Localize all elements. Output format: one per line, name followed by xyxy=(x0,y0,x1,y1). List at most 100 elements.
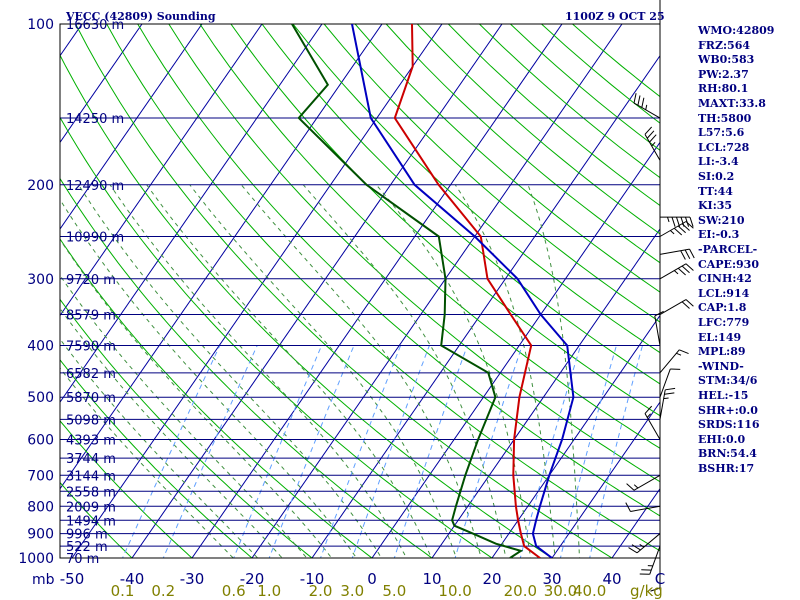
index-item: CAPE:930 xyxy=(698,257,759,271)
pressure-tick-label: 600 xyxy=(27,433,54,449)
isotherm-line xyxy=(131,24,503,558)
dry-adiabat xyxy=(60,54,553,558)
dry-adiabat xyxy=(261,24,660,385)
temperature-tick-label: 40 xyxy=(602,570,621,588)
index-item: SRDS:116 xyxy=(698,418,760,432)
mixing-ratio-line xyxy=(559,345,617,558)
temperature-tick-label: 30 xyxy=(542,570,561,588)
moist-adiabat xyxy=(78,184,383,558)
wind-barb xyxy=(644,405,661,440)
moist-adiabat xyxy=(375,184,532,558)
index-item: -WIND- xyxy=(698,359,744,373)
height-label: 1494 m xyxy=(66,514,116,529)
pressure-tick-label: 500 xyxy=(27,390,54,406)
dry-adiabat xyxy=(60,116,493,558)
height-label: 3744 m xyxy=(66,452,116,467)
pressure-tick-label: 100 xyxy=(27,17,54,33)
mixing-ratio-line xyxy=(121,345,221,558)
wind-barb xyxy=(654,310,664,346)
height-label: 4393 m xyxy=(66,434,116,449)
dry-adiabat xyxy=(60,177,433,558)
pressure-tick-label: 900 xyxy=(27,527,54,543)
dry-adiabat xyxy=(60,298,313,558)
mixing-ratio-line xyxy=(233,345,323,558)
height-label: 5870 m xyxy=(66,391,116,406)
dry-adiabat-lines xyxy=(60,24,660,558)
index-item: PW:2.37 xyxy=(698,67,749,81)
isotherm-line xyxy=(60,24,143,144)
pressure-tick-label: 700 xyxy=(27,468,54,484)
isotherm-line xyxy=(60,24,263,317)
index-item: -PARCEL- xyxy=(698,243,758,256)
height-label: 9720 m xyxy=(66,273,116,288)
moist-adiabat xyxy=(60,238,333,558)
isotherm-line xyxy=(311,54,660,558)
index-item: SHR+:0.0 xyxy=(698,403,758,417)
index-item: L57:5.6 xyxy=(698,126,745,140)
dry-adiabat xyxy=(60,481,133,558)
dry-adiabat xyxy=(137,24,660,517)
index-item: EHI:0.0 xyxy=(698,432,746,446)
pressure-tick-label: 800 xyxy=(27,499,54,515)
height-label: 16630 m xyxy=(66,18,124,33)
chart-title: VECC (42809) Sounding xyxy=(65,10,216,23)
index-item: MPL:89 xyxy=(698,345,746,359)
mixing-ratio-line xyxy=(393,345,468,558)
isotherm-line xyxy=(251,24,623,558)
wind-barb xyxy=(659,387,676,420)
wind-barb xyxy=(659,349,689,374)
mixing-ratio-line xyxy=(319,345,402,558)
index-item: EI:-0.3 xyxy=(698,228,740,242)
temperature-tick-label: -50 xyxy=(60,570,85,588)
wind-barb xyxy=(659,0,661,24)
height-label: 12490 m xyxy=(66,179,124,194)
mixing-ratio-label: 1.0 xyxy=(257,582,281,600)
mixing-ratio-label: 5.0 xyxy=(382,582,406,600)
index-item: EL:149 xyxy=(698,330,742,344)
wind-barb xyxy=(626,474,661,491)
mixing-ratio-label: 40.0 xyxy=(573,582,606,600)
mixing-ratio-lines xyxy=(121,345,643,558)
isobar-lines xyxy=(59,23,661,559)
index-item: SI:0.2 xyxy=(698,170,735,183)
index-item: LFC:779 xyxy=(698,316,750,329)
dry-adiabat xyxy=(230,24,660,417)
chart-time: 1100Z 9 OCT 25 xyxy=(565,10,665,23)
mixing-ratio-line xyxy=(351,345,430,558)
dry-adiabat xyxy=(60,358,253,558)
moist-adiabat xyxy=(302,184,507,558)
wind-barbs xyxy=(625,0,695,592)
index-item: SW:210 xyxy=(698,213,745,227)
wind-barb xyxy=(633,93,661,119)
mixing-ratio-label: 30.0 xyxy=(544,582,577,600)
pressure-tick-label: 200 xyxy=(27,178,54,194)
dry-adiabat xyxy=(292,24,660,354)
mixing-ratio-label: 10.0 xyxy=(438,582,471,600)
isotherm-line xyxy=(60,24,383,490)
wind-barb xyxy=(660,216,694,227)
index-item: BRN:54.4 xyxy=(698,447,757,461)
index-item: HEL:-15 xyxy=(698,389,749,402)
index-item: RH:80.1 xyxy=(698,82,749,96)
dry-adiabat xyxy=(168,24,660,483)
index-item: CINH:42 xyxy=(698,272,752,286)
height-label: 3144 m xyxy=(66,469,116,484)
moist-adiabat xyxy=(146,184,432,558)
isotherm-line xyxy=(551,401,660,558)
mixing-ratio-label: 0.2 xyxy=(151,582,175,600)
height-label: 996 m xyxy=(66,528,108,543)
index-item: KI:35 xyxy=(698,199,733,213)
wind-barb xyxy=(659,299,694,315)
moist-adiabat xyxy=(189,184,457,558)
index-item: WB0:583 xyxy=(698,53,755,67)
moist-adiabat xyxy=(109,184,407,558)
wind-barb xyxy=(639,545,661,575)
moist-adiabat xyxy=(527,184,581,558)
index-item: LI:-3.4 xyxy=(698,155,739,169)
height-label: 14250 m xyxy=(66,112,124,127)
index-item: STM:34/6 xyxy=(698,374,758,388)
temperature-tick-label: -20 xyxy=(240,570,265,588)
isotherm-line xyxy=(0,24,22,558)
pressure-axis-unit: mb xyxy=(32,572,55,588)
dry-adiabat xyxy=(385,24,660,264)
